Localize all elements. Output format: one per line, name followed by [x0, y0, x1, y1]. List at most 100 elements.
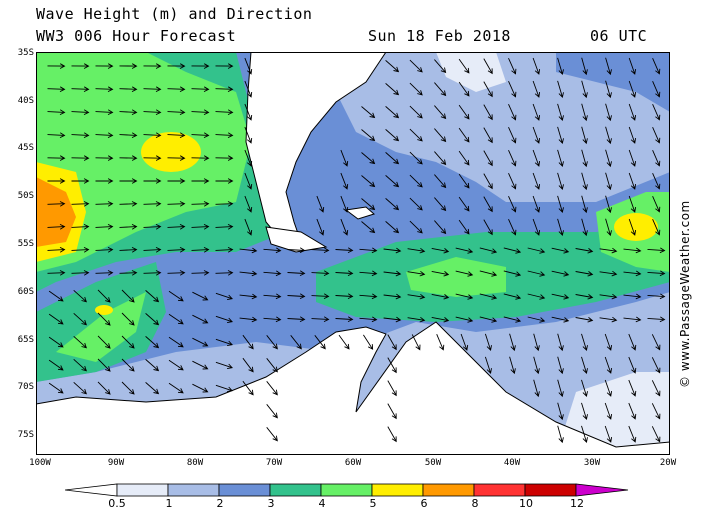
- wind-arrow-icon: [557, 103, 564, 121]
- wind-arrow-icon: [167, 178, 186, 184]
- color-bar-segment: [116, 483, 169, 497]
- wind-arrow-icon: [479, 293, 498, 300]
- wind-arrow-icon: [95, 155, 114, 161]
- wind-arrow-icon: [340, 218, 349, 236]
- orange-region-west: [36, 177, 76, 247]
- wind-arrow-icon: [483, 219, 493, 236]
- wind-arrow-icon: [47, 109, 66, 116]
- lon-label: 50W: [424, 458, 442, 468]
- wind-arrow-icon: [385, 83, 400, 96]
- wind-arrow-icon: [340, 149, 349, 167]
- wind-arrow-icon: [532, 195, 541, 213]
- legend-label: 4: [318, 497, 326, 510]
- wind-arrow-icon: [335, 270, 354, 277]
- wind-arrow-icon: [143, 270, 162, 276]
- wind-arrow-icon: [121, 335, 135, 349]
- wind-arrow-icon: [143, 86, 162, 93]
- wind-arrow-icon: [145, 313, 160, 326]
- wind-arrow-icon: [361, 106, 376, 119]
- wind-arrow-icon: [121, 358, 135, 372]
- wind-arrow-icon: [407, 247, 426, 254]
- wind-arrow-icon: [244, 103, 253, 121]
- wind-arrow-icon: [287, 316, 306, 323]
- legend-label: 1: [165, 497, 173, 510]
- wind-arrow-icon: [361, 152, 376, 165]
- wind-arrow-icon: [575, 317, 594, 323]
- wind-arrow-icon: [143, 246, 162, 253]
- wind-arrow-icon: [263, 293, 282, 300]
- wind-arrow-icon: [316, 195, 325, 213]
- wind-arrow-icon: [119, 86, 138, 93]
- wind-arrow-icon: [628, 425, 637, 443]
- wind-arrow-icon: [145, 336, 160, 349]
- wind-arrow-icon: [533, 356, 540, 375]
- wind-arrow-icon: [239, 293, 258, 300]
- wind-arrow-icon: [628, 333, 637, 351]
- wind-arrow-icon: [508, 104, 517, 121]
- wind-arrow-icon: [458, 150, 470, 166]
- tierra-del-fuego: [265, 226, 328, 253]
- wind-arrow-icon: [436, 334, 445, 351]
- wind-arrow-icon: [628, 195, 637, 213]
- wind-arrow-icon: [361, 175, 376, 188]
- wind-arrow-icon: [143, 178, 162, 184]
- wind-arrow-icon: [48, 359, 64, 371]
- wind-arrow-icon: [242, 357, 254, 373]
- wind-arrow-icon: [623, 270, 642, 277]
- wind-arrow-icon: [508, 127, 517, 144]
- wind-arrow-icon: [47, 86, 66, 93]
- color-bar: [65, 483, 629, 497]
- wind-arrow-icon: [242, 380, 254, 396]
- forecast-date: Sun 18 Feb 2018: [368, 27, 511, 45]
- wind-arrow-icon: [316, 218, 325, 236]
- wind-arrow-icon: [359, 316, 378, 323]
- wind-arrow-icon: [455, 270, 474, 277]
- wind-arrow-icon: [95, 132, 114, 139]
- wind-arrow-icon: [97, 358, 111, 372]
- wind-arrow-icon: [385, 129, 400, 142]
- wind-arrow-icon: [508, 173, 517, 190]
- wind-arrow-icon: [605, 195, 612, 214]
- wind-arrow-icon: [599, 293, 618, 300]
- wind-arrow-icon: [383, 270, 402, 277]
- color-bar-high-arrow: [575, 483, 629, 497]
- wind-arrow-icon: [509, 356, 516, 375]
- wind-arrow-icon: [263, 247, 282, 254]
- wind-arrow-icon: [95, 63, 114, 69]
- wind-arrow-icon: [244, 195, 253, 213]
- lon-label: 70W: [265, 458, 283, 468]
- wind-arrow-icon: [311, 247, 330, 254]
- wind-arrow-icon: [239, 247, 258, 254]
- wind-arrow-icon: [311, 270, 330, 277]
- wind-arrow-icon: [71, 63, 90, 69]
- wind-arrow-icon: [508, 196, 517, 213]
- wind-arrow-icon: [532, 126, 541, 144]
- wind-arrow-icon: [533, 379, 540, 398]
- wind-arrow-icon: [167, 223, 186, 230]
- wind-arrow-icon: [527, 270, 546, 277]
- wind-arrow-icon: [191, 270, 210, 276]
- green-region-middle: [406, 257, 506, 297]
- wind-arrow-icon: [244, 80, 253, 98]
- wind-arrow-icon: [503, 247, 522, 254]
- wind-arrow-icon: [383, 316, 402, 323]
- wind-arrow-icon: [651, 403, 661, 420]
- legend-label: 10: [519, 497, 533, 510]
- title-line-2: WW3 006 Hour Forecast: [36, 27, 237, 45]
- wind-arrow-icon: [119, 270, 138, 276]
- wind-arrow-icon: [121, 289, 135, 303]
- wind-arrow-icon: [335, 316, 354, 323]
- wind-arrow-icon: [628, 402, 637, 420]
- south-america-land: [245, 52, 387, 243]
- wind-arrow-icon: [508, 150, 517, 167]
- wind-arrow-icon: [623, 316, 642, 323]
- wind-arrow-icon: [479, 247, 498, 254]
- wind-arrow-icon: [575, 248, 594, 254]
- wind-arrow-icon: [628, 356, 637, 374]
- wind-arrow-icon: [385, 198, 400, 211]
- yellow-spot-southwest: [95, 305, 113, 315]
- wind-arrow-icon: [215, 315, 233, 324]
- wind-arrow-icon: [532, 80, 541, 98]
- wind-arrow-icon: [647, 247, 666, 254]
- wind-arrow-icon: [167, 132, 186, 139]
